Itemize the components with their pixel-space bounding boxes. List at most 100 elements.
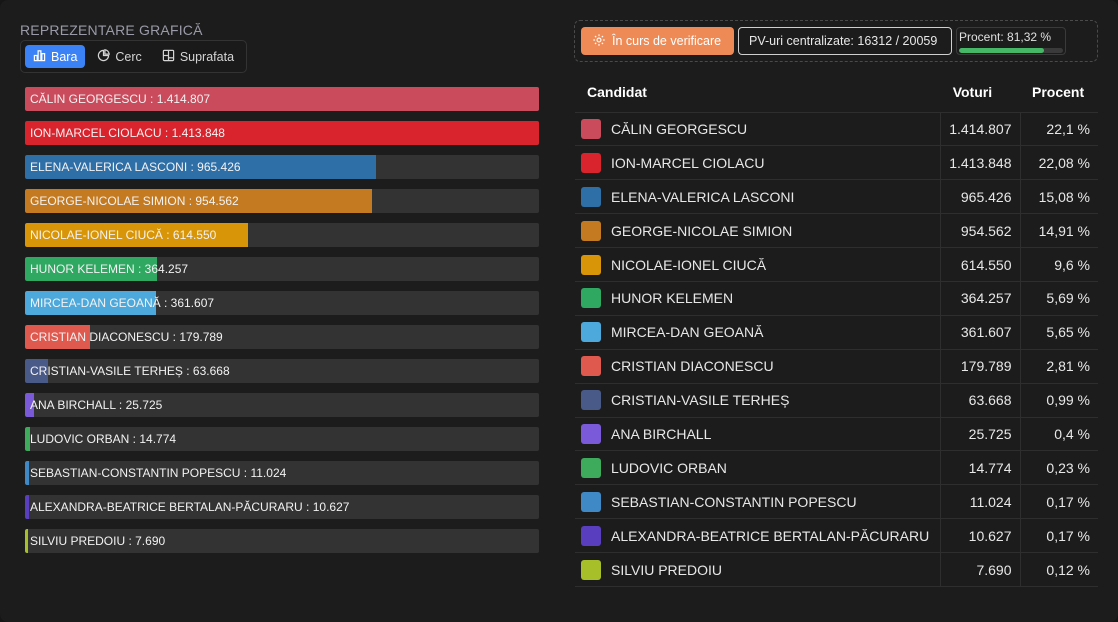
candidate-name: ANA BIRCHALL	[611, 425, 712, 442]
bar-label: ELENA-VALERICA LASCONI : 965.426	[30, 160, 241, 174]
bar-label: ION-MARCEL CIOLACU : 1.413.848	[30, 126, 225, 140]
votes-cell: 364.257	[940, 281, 1021, 316]
verification-status-button[interactable]: În curs de verificare	[581, 27, 734, 55]
color-swatch	[581, 423, 601, 444]
tab-treemap-view[interactable]: Suprafata	[154, 45, 242, 68]
table-row[interactable]: CRISTIAN-VASILE TERHEȘ 63.668 0,99 %	[575, 383, 1098, 418]
bar-fill	[25, 87, 539, 111]
bar-row[interactable]: NICOLAE-IONEL CIUCĂ : 614.550	[25, 223, 539, 247]
pv-count-label: PV-uri centralizate: 16312 / 20059	[749, 34, 938, 48]
votes-cell: 25.725	[940, 417, 1021, 452]
percent-cell: 0,12 %	[1020, 552, 1098, 587]
bar-row[interactable]: SEBASTIAN-CONSTANTIN POPESCU : 11.024	[25, 461, 539, 485]
color-swatch	[581, 322, 601, 343]
table-row[interactable]: ANA BIRCHALL 25.725 0,4 %	[575, 417, 1098, 452]
percent-cell: 22,08 %	[1020, 145, 1098, 181]
table-row[interactable]: MIRCEA-DAN GEOANĂ 361.607 5,65 %	[575, 315, 1098, 350]
candidate-cell: MIRCEA-DAN GEOANĂ	[575, 315, 942, 350]
candidate-cell: ION-MARCEL CIOLACU	[575, 145, 942, 181]
bar-row[interactable]: ANA BIRCHALL : 25.725	[25, 393, 539, 417]
bar-row[interactable]: ALEXANDRA-BEATRICE BERTALAN-PĂCURARU : 1…	[25, 495, 539, 519]
header-votes[interactable]: Voturi	[940, 72, 1020, 113]
candidate-name: ION-MARCEL CIOLACU	[611, 154, 765, 171]
percent-progress-track	[959, 48, 1063, 53]
tab-pie-view-label: Cerc	[115, 49, 142, 64]
header-candidate[interactable]: Candidat	[575, 72, 941, 113]
table-row[interactable]: LUDOVIC ORBAN 14.774 0,23 %	[575, 450, 1098, 486]
candidate-cell: NICOLAE-IONEL CIUCĂ	[575, 247, 942, 282]
bar-row[interactable]: ION-MARCEL CIOLACU : 1.413.848	[25, 121, 539, 145]
votes-cell: 10.627	[940, 518, 1021, 554]
verification-status-label: În curs de verificare	[612, 34, 722, 48]
bar-label: CĂLIN GEORGESCU : 1.414.807	[30, 92, 211, 106]
votes-cell: 14.774	[940, 450, 1021, 486]
bar-label: CRISTIAN DIACONESCU : 179.789	[30, 330, 223, 344]
table-row[interactable]: HUNOR KELEMEN 364.257 5,69 %	[575, 281, 1098, 316]
candidate-name: SILVIU PREDOIU	[611, 561, 722, 578]
bar-row[interactable]: MIRCEA-DAN GEOANĂ : 361.607	[25, 291, 539, 315]
candidate-name: CRISTIAN DIACONESCU	[611, 358, 774, 375]
bar-chart: CĂLIN GEORGESCU : 1.414.807 ION-MARCEL CI…	[25, 87, 539, 563]
candidate-name: CRISTIAN-VASILE TERHEȘ	[611, 392, 790, 409]
bar-row[interactable]: ELENA-VALERICA LASCONI : 965.426	[25, 155, 539, 179]
candidate-cell: CRISTIAN-VASILE TERHEȘ	[575, 383, 942, 418]
bar-label: SEBASTIAN-CONSTANTIN POPESCU : 11.024	[30, 466, 287, 480]
bar-fill	[25, 155, 376, 179]
bar-label: GEORGE-NICOLAE SIMION : 954.562	[30, 194, 239, 208]
bar-fill	[25, 121, 539, 145]
table-row[interactable]: ALEXANDRA-BEATRICE BERTALAN-PĂCURARU 10.6…	[575, 518, 1098, 554]
table-row[interactable]: ION-MARCEL CIOLACU 1.413.848 22,08 %	[575, 145, 1098, 181]
table-row[interactable]: CRISTIAN DIACONESCU 179.789 2,81 %	[575, 349, 1098, 384]
bar-label: CRISTIAN-VASILE TERHEȘ : 63.668	[30, 364, 230, 378]
color-swatch	[581, 457, 601, 478]
results-table: Candidat Voturi Procent CĂLIN GEORGESCU 1…	[575, 72, 1098, 587]
percent-cell: 22,1 %	[1020, 111, 1098, 147]
table-row[interactable]: SEBASTIAN-CONSTANTIN POPESCU 11.024 0,17 %	[575, 484, 1098, 520]
candidate-name: MIRCEA-DAN GEOANĂ	[611, 324, 764, 341]
table-row[interactable]: NICOLAE-IONEL CIUCĂ 614.550 9,6 %	[575, 247, 1098, 282]
votes-cell: 1.413.848	[940, 145, 1021, 181]
bar-label: ANA BIRCHALL : 25.725	[30, 398, 163, 412]
bar-row[interactable]: SILVIU PREDOIU : 7.690	[25, 529, 539, 553]
table-header-row: Candidat Voturi Procent	[575, 72, 1098, 113]
color-swatch	[581, 491, 601, 512]
results-table-container: Candidat Voturi Procent CĂLIN GEORGESCU 1…	[575, 72, 1098, 587]
bar-row[interactable]: LUDOVIC ORBAN : 14.774	[25, 427, 539, 451]
table-row[interactable]: CĂLIN GEORGESCU 1.414.807 22,1 %	[575, 111, 1098, 147]
candidate-name: ALEXANDRA-BEATRICE BERTALAN-PĂCURARU	[611, 527, 930, 544]
bar-row[interactable]: CRISTIAN DIACONESCU : 179.789	[25, 325, 539, 349]
bar-row[interactable]: HUNOR KELEMEN : 364.257	[25, 257, 539, 281]
percent-cell: 0,23 %	[1020, 450, 1098, 486]
percent-label: Procent: 81,32 %	[959, 30, 1052, 44]
candidate-cell: SEBASTIAN-CONSTANTIN POPESCU	[575, 484, 942, 520]
candidate-name: GEORGE-NICOLAE SIMION	[611, 222, 793, 239]
bar-fill	[25, 189, 372, 213]
bar-row[interactable]: CĂLIN GEORGESCU : 1.414.807	[25, 87, 539, 111]
percent-cell: 0,17 %	[1020, 484, 1098, 520]
table-row[interactable]: SILVIU PREDOIU 7.690 0,12 %	[575, 552, 1098, 587]
color-swatch	[581, 118, 601, 139]
table-row[interactable]: GEORGE-NICOLAE SIMION 954.562 14,91 %	[575, 213, 1098, 249]
percent-cell: 0,4 %	[1020, 417, 1098, 452]
bar-row[interactable]: CRISTIAN-VASILE TERHEȘ : 63.668	[25, 359, 539, 383]
percent-cell: 0,99 %	[1020, 383, 1098, 418]
percent-progress-box: Procent: 81,32 %	[956, 27, 1066, 55]
tab-bar-view[interactable]: Bara	[25, 45, 86, 68]
color-swatch	[581, 356, 601, 377]
color-swatch	[581, 390, 601, 411]
votes-cell: 11.024	[940, 484, 1021, 520]
bar-row[interactable]: GEORGE-NICOLAE SIMION : 954.562	[25, 189, 539, 213]
votes-cell: 965.426	[940, 179, 1021, 215]
votes-cell: 63.668	[940, 383, 1021, 418]
pie-chart-icon	[97, 48, 111, 65]
bar-label: ALEXANDRA-BEATRICE BERTALAN-PĂCURARU : 1…	[30, 500, 350, 514]
chart-section-title: REPREZENTARE GRAFICĂ	[20, 22, 203, 38]
header-percent[interactable]: Procent	[1020, 72, 1098, 113]
tab-pie-view[interactable]: Cerc	[89, 45, 149, 68]
bar-fill	[25, 529, 28, 553]
table-row[interactable]: ELENA-VALERICA LASCONI 965.426 15,08 %	[575, 179, 1098, 215]
votes-cell: 1.414.807	[940, 111, 1021, 147]
bar-fill	[25, 359, 49, 383]
candidate-cell: LUDOVIC ORBAN	[575, 450, 942, 486]
